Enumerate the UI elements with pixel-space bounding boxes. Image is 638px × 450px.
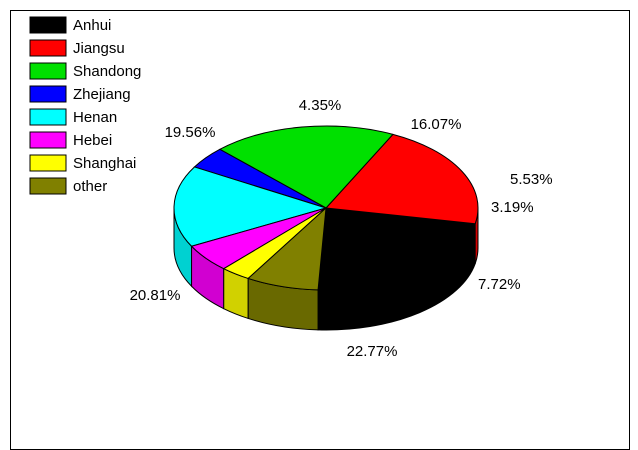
legend-item-shanghai: Shanghai	[29, 154, 136, 172]
legend-swatch-other	[29, 177, 67, 195]
legend-swatch-shanghai	[29, 154, 67, 172]
legend-label-shandong: Shandong	[73, 63, 141, 80]
legend-swatch-hebei	[29, 131, 67, 149]
legend-item-henan: Henan	[29, 108, 117, 126]
legend-swatch-jiangsu	[29, 39, 67, 57]
legend-label-zhejiang: Zhejiang	[73, 86, 131, 103]
legend-swatch-anhui	[29, 16, 67, 34]
legend-item-other: other	[29, 177, 107, 195]
legend-item-shandong: Shandong	[29, 62, 141, 80]
legend-item-jiangsu: Jiangsu	[29, 39, 125, 57]
legend-label-jiangsu: Jiangsu	[73, 40, 125, 57]
pie-slice-henan	[173, 166, 328, 247]
pie-label-hebei: 5.53%	[510, 171, 553, 188]
pie-label-other: 7.72%	[478, 276, 521, 293]
legend-item-zhejiang: Zhejiang	[29, 85, 131, 103]
pie-label-shanghai: 3.19%	[491, 199, 534, 216]
pie-slice-other	[247, 206, 327, 291]
pie-slice-anhui	[317, 207, 476, 291]
legend-swatch-zhejiang	[29, 85, 67, 103]
legend-label-anhui: Anhui	[73, 17, 111, 34]
legend-item-anhui: Anhui	[29, 16, 111, 34]
pie-label-shandong: 19.56%	[165, 124, 216, 141]
pie-chart: 22.77% 20.81% 19.56% 4.35% 16.07% 5.53% 3.19% 7…	[29, 16, 553, 360]
legend-label-other: other	[73, 178, 107, 195]
pie-label-henan: 16.07%	[411, 116, 462, 133]
legend-swatch-shandong	[29, 62, 67, 80]
legend-swatch-henan	[29, 108, 67, 126]
pie-slice-shandong	[218, 125, 394, 209]
legend: Anhui Jiangsu Shandong Zhejiang Henan Hebei Sh…	[29, 16, 141, 195]
legend-label-henan: Henan	[73, 109, 117, 126]
legend-item-hebei: Hebei	[29, 131, 112, 149]
legend-label-shanghai: Shanghai	[73, 155, 136, 172]
pie-labels: 22.77% 20.81% 19.56% 4.35% 16.07% 5.53% 3.19% 7…	[130, 97, 553, 360]
legend-label-hebei: Hebei	[73, 132, 112, 149]
pie-label-anhui: 22.77%	[347, 343, 398, 360]
pie-label-zhejiang: 4.35%	[299, 97, 342, 114]
pie-slice-jiangsu	[324, 133, 479, 225]
pie-tops	[173, 125, 479, 291]
pie-label-jiangsu: 20.81%	[130, 287, 181, 304]
